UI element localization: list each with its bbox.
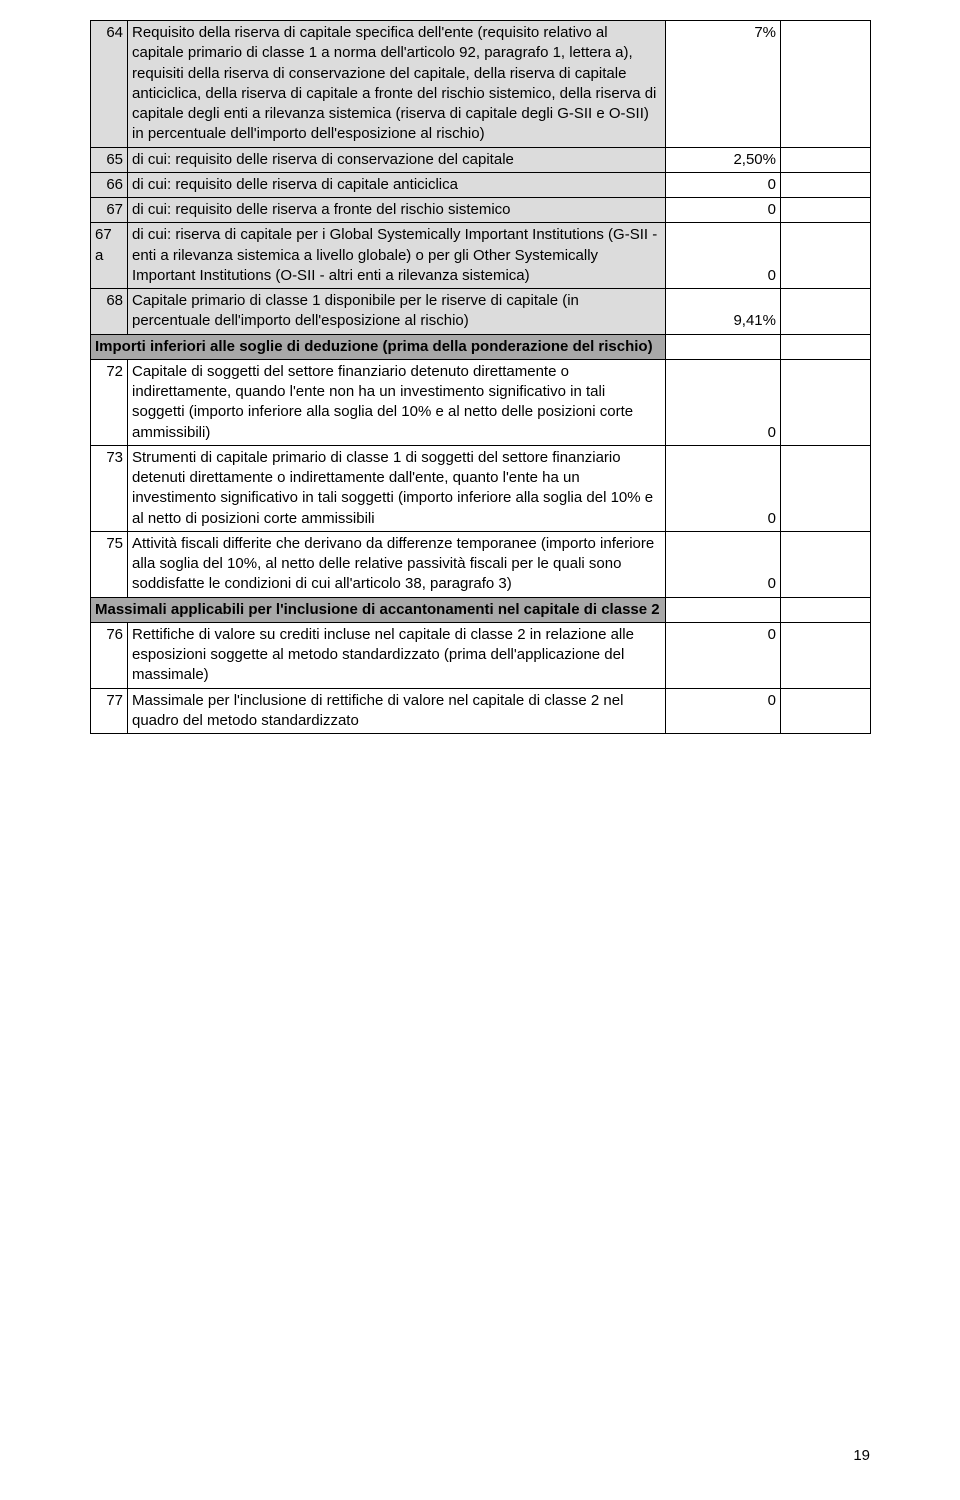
table-row: 68 Capitale primario di classe 1 disponi…	[91, 289, 871, 335]
row-desc: Attività fiscali differite che derivano …	[128, 531, 666, 597]
row-empty	[781, 622, 871, 688]
row-desc: Massimale per l'inclusione di rettifiche…	[128, 688, 666, 734]
row-empty	[781, 688, 871, 734]
row-val: 7%	[666, 21, 781, 148]
row-val	[666, 597, 781, 622]
row-val: 9,41%	[666, 289, 781, 335]
document-page: 64 Requisito della riserva di capitale s…	[0, 0, 960, 1500]
table-row: 64 Requisito della riserva di capitale s…	[91, 21, 871, 148]
row-val: 0	[666, 531, 781, 597]
table-row: 76 Rettifiche di valore su crediti inclu…	[91, 622, 871, 688]
row-empty	[781, 334, 871, 359]
row-desc: Capitale primario di classe 1 disponibil…	[128, 289, 666, 335]
row-val: 0	[666, 172, 781, 197]
row-desc: di cui: requisito delle riserva a fronte…	[128, 198, 666, 223]
row-desc: di cui: requisito delle riserva di conse…	[128, 147, 666, 172]
row-desc: Rettifiche di valore su crediti incluse …	[128, 622, 666, 688]
row-num: 68	[91, 289, 128, 335]
row-desc: di cui: requisito delle riserva di capit…	[128, 172, 666, 197]
section-header-row: Massimali applicabili per l'inclusione d…	[91, 597, 871, 622]
row-num: 67 a	[91, 223, 128, 289]
row-desc: Strumenti di capitale primario di classe…	[128, 445, 666, 531]
row-num: 66	[91, 172, 128, 197]
table-row: 75 Attività fiscali differite che deriva…	[91, 531, 871, 597]
row-empty	[781, 172, 871, 197]
table-row: 73 Strumenti di capitale primario di cla…	[91, 445, 871, 531]
table-row: 66 di cui: requisito delle riserva di ca…	[91, 172, 871, 197]
row-num: 65	[91, 147, 128, 172]
row-val: 0	[666, 359, 781, 445]
row-num: 64	[91, 21, 128, 148]
row-val: 0	[666, 198, 781, 223]
section-header-row: Importi inferiori alle soglie di deduzio…	[91, 334, 871, 359]
row-empty	[781, 289, 871, 335]
table-row: 67 di cui: requisito delle riserva a fro…	[91, 198, 871, 223]
row-num: 72	[91, 359, 128, 445]
row-empty	[781, 223, 871, 289]
row-empty	[781, 359, 871, 445]
row-val: 0	[666, 445, 781, 531]
row-desc: Capitale di soggetti del settore finanzi…	[128, 359, 666, 445]
table-row: 65 di cui: requisito delle riserva di co…	[91, 147, 871, 172]
row-val: 0	[666, 688, 781, 734]
row-empty	[781, 198, 871, 223]
row-empty	[781, 531, 871, 597]
row-empty	[781, 597, 871, 622]
table-row: 67 a di cui: riserva di capitale per i G…	[91, 223, 871, 289]
row-num: 67	[91, 198, 128, 223]
section-title: Massimali applicabili per l'inclusione d…	[91, 597, 666, 622]
row-val: 0	[666, 622, 781, 688]
row-desc: di cui: riserva di capitale per i Global…	[128, 223, 666, 289]
page-number: 19	[853, 1447, 870, 1464]
row-num: 75	[91, 531, 128, 597]
row-num: 77	[91, 688, 128, 734]
row-num: 76	[91, 622, 128, 688]
row-empty	[781, 147, 871, 172]
row-empty	[781, 445, 871, 531]
row-empty	[781, 21, 871, 148]
row-val: 2,50%	[666, 147, 781, 172]
row-num: 73	[91, 445, 128, 531]
table-row: 77 Massimale per l'inclusione di rettifi…	[91, 688, 871, 734]
row-desc: Requisito della riserva di capitale spec…	[128, 21, 666, 148]
capital-table: 64 Requisito della riserva di capitale s…	[90, 20, 871, 734]
table-row: 72 Capitale di soggetti del settore fina…	[91, 359, 871, 445]
row-val: 0	[666, 223, 781, 289]
section-title: Importi inferiori alle soglie di deduzio…	[91, 334, 666, 359]
row-val	[666, 334, 781, 359]
